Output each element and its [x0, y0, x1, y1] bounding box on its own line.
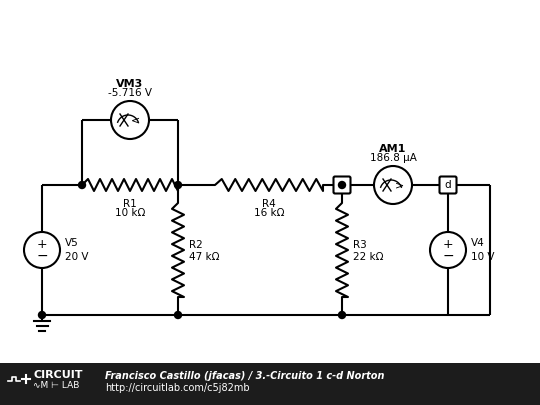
Text: >: >	[394, 180, 403, 190]
Circle shape	[174, 311, 181, 318]
Text: 16 kΩ: 16 kΩ	[254, 208, 284, 218]
Circle shape	[38, 311, 45, 318]
Text: R3: R3	[353, 240, 367, 250]
Text: Francisco Castillo (jfacas) / 3.-Circuito 1 c-d Norton: Francisco Castillo (jfacas) / 3.-Circuit…	[105, 371, 384, 381]
Text: VM3: VM3	[117, 79, 144, 89]
Text: http://circuitlab.com/c5j82mb: http://circuitlab.com/c5j82mb	[105, 383, 249, 393]
Circle shape	[339, 181, 346, 188]
Text: V5: V5	[65, 238, 79, 248]
Text: <: <	[131, 115, 140, 125]
Circle shape	[430, 232, 466, 268]
Text: CIRCUIT: CIRCUIT	[33, 370, 83, 380]
Circle shape	[339, 311, 346, 318]
Text: +: +	[443, 237, 453, 251]
Text: R1: R1	[123, 199, 137, 209]
Circle shape	[78, 181, 85, 188]
Text: R2: R2	[189, 240, 202, 250]
Circle shape	[174, 181, 181, 188]
Text: 20 V: 20 V	[65, 252, 89, 262]
Text: V4: V4	[471, 238, 485, 248]
Circle shape	[111, 101, 149, 139]
Bar	[0, 363, 540, 405]
Text: 186.8 μA: 186.8 μA	[369, 153, 416, 163]
Circle shape	[374, 166, 412, 204]
FancyBboxPatch shape	[440, 177, 456, 194]
Text: 22 kΩ: 22 kΩ	[353, 252, 383, 262]
Text: 10 V: 10 V	[471, 252, 495, 262]
FancyBboxPatch shape	[334, 177, 350, 194]
Text: c: c	[339, 180, 345, 190]
Text: AM1: AM1	[379, 144, 407, 154]
Text: 10 kΩ: 10 kΩ	[115, 208, 145, 218]
Circle shape	[24, 232, 60, 268]
Text: R4: R4	[262, 199, 276, 209]
Text: 47 kΩ: 47 kΩ	[189, 252, 219, 262]
Text: +: +	[37, 237, 48, 251]
Text: ∿M ⊢ LAB: ∿M ⊢ LAB	[33, 381, 79, 390]
Text: d: d	[444, 180, 451, 190]
Text: −: −	[36, 249, 48, 263]
Text: −: −	[442, 249, 454, 263]
Text: -5.716 V: -5.716 V	[108, 88, 152, 98]
